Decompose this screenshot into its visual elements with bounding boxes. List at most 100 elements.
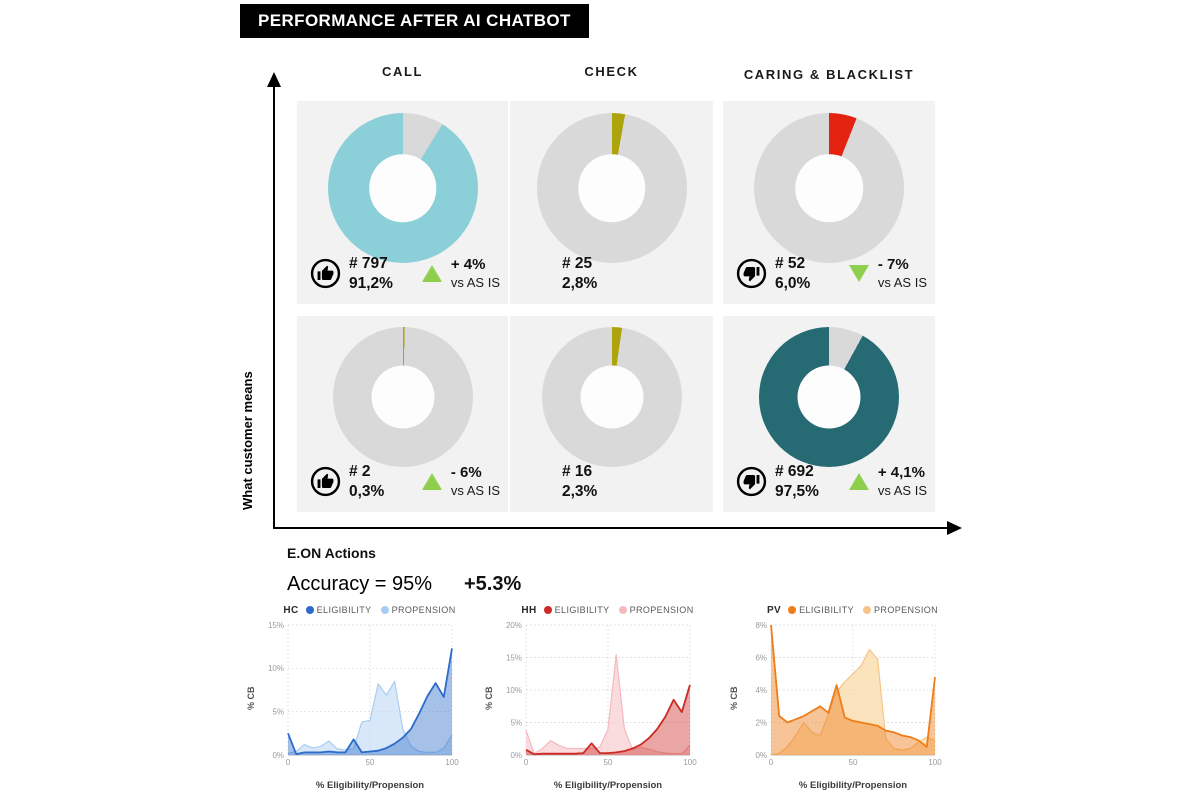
series-area-propension xyxy=(771,649,935,755)
percent-value: 2,8% xyxy=(562,274,598,292)
chart-hc: HC ELIGIBILITY PROPENSION % CB 0% 5% 10% 15% 0… xyxy=(246,603,484,796)
x-tick-label: 0 xyxy=(524,758,529,767)
y-tick-label: 0% xyxy=(755,751,767,760)
y-tick-label: 0% xyxy=(510,751,522,760)
thumb-up-icon xyxy=(310,259,341,289)
delta-block: + 4,1% vs AS IS xyxy=(848,464,927,499)
legend-item: ELIGIBILITY xyxy=(543,605,610,615)
series-area-eligibility xyxy=(771,625,935,755)
series-area-eligibility xyxy=(288,648,452,755)
percent-value: 0,3% xyxy=(349,482,385,500)
donut-hole xyxy=(368,154,437,222)
delta-value: + 4% xyxy=(450,256,486,274)
delta-caption: vs AS IS xyxy=(450,483,500,499)
series-area-propension xyxy=(526,654,690,755)
delta-caption: vs AS IS xyxy=(877,483,927,499)
y-axis-arrowhead xyxy=(267,72,281,87)
series-area-eligibility xyxy=(526,684,690,755)
thumb-up-icon xyxy=(310,467,341,497)
legend-dot-icon xyxy=(618,606,627,614)
cell-stats: # 52 6,0% - 7% vs AS IS xyxy=(736,254,927,294)
series-line-propension xyxy=(770,648,936,756)
chart-xlabel: % Eligibility/Propension xyxy=(799,780,907,791)
chart-legend: PV ELIGIBILITY PROPENSION xyxy=(747,603,967,617)
x-tick-label: 0 xyxy=(286,758,291,767)
count-value: # 692 xyxy=(775,462,814,480)
legend-dot-icon xyxy=(380,606,389,614)
y-tick-label: 20% xyxy=(506,621,522,630)
cell-stats: # 16 2,3% xyxy=(523,462,705,502)
count-value: # 25 xyxy=(562,254,593,272)
matrix-cell-call-bottom: # 2 0,3% - 6% vs AS IS xyxy=(297,316,508,512)
chart-ylabel: % CB xyxy=(484,685,494,710)
series-line-eligibility xyxy=(525,684,691,756)
x-tick-label: 50 xyxy=(366,758,375,767)
area-chart: 0% 5% 10% 15% 0 50 100 % Eligibility/Propension xyxy=(258,617,462,796)
matrix-cell-caring-top: # 52 6,0% - 7% vs AS IS xyxy=(723,101,935,304)
donut-chart xyxy=(327,113,478,263)
y-axis-label: What customer means xyxy=(240,371,255,511)
x-axis-label: E.ON Actions xyxy=(287,545,376,561)
delta-caption: vs AS IS xyxy=(450,275,500,291)
area-chart: 0% 5% 10% 15% 20% 0 50 100 % Eligibility/Propens… xyxy=(496,617,700,796)
legend-dot-icon xyxy=(788,606,797,614)
donut-chart xyxy=(536,113,687,263)
matrix-cell-caring-bottom: # 692 97,5% + 4,1% vs AS IS xyxy=(723,316,935,512)
area-chart: 0% 2% 4% 6% 8% 0 50 100 % Eligibility/Propension xyxy=(741,617,945,796)
legend-item: PROPENSION xyxy=(863,605,938,615)
donut-chart xyxy=(759,327,899,467)
count-value: # 797 xyxy=(349,254,388,272)
donut-chart xyxy=(332,327,473,467)
y-tick-label: 0% xyxy=(272,751,284,760)
accuracy-delta: +5.3% xyxy=(464,573,522,595)
y-tick-label: 15% xyxy=(506,653,522,662)
series-line-eligibility xyxy=(287,648,453,755)
y-tick-label: 5% xyxy=(510,718,522,727)
thumb-down-icon xyxy=(736,259,767,289)
x-tick-label: 100 xyxy=(445,758,459,767)
chart-pv: PV ELIGIBILITY PROPENSION % CB 0% 2% 4% 6% 8% 0… xyxy=(729,603,967,796)
series-area-propension xyxy=(288,681,452,755)
accuracy-text: Accuracy = 95% xyxy=(287,573,433,595)
donut-chart xyxy=(754,113,904,263)
delta-caption: vs AS IS xyxy=(877,275,927,291)
count-value: # 2 xyxy=(349,462,371,480)
y-tick-label: 15% xyxy=(268,621,284,630)
donut-hole xyxy=(795,154,863,222)
delta-value: + 4,1% xyxy=(877,464,925,482)
count-value: # 16 xyxy=(562,462,593,480)
y-tick-label: 10% xyxy=(506,686,522,695)
delta-block: - 6% vs AS IS xyxy=(421,464,500,499)
chart-title: HH xyxy=(521,604,537,616)
x-tick-label: 50 xyxy=(604,758,613,767)
column-header-call: CALL xyxy=(381,64,424,79)
chart-title: HC xyxy=(283,604,299,616)
matrix-cell-check-bottom: # 16 2,3% xyxy=(510,316,713,512)
cell-stats: # 692 97,5% + 4,1% vs AS IS xyxy=(736,462,927,502)
percent-value: 2,3% xyxy=(562,482,598,500)
percent-value: 91,2% xyxy=(349,274,393,292)
donut-hole xyxy=(577,154,646,222)
delta-value: - 7% xyxy=(877,256,909,274)
page-title: PERFORMANCE AFTER AI CHATBOT xyxy=(240,4,589,38)
legend-dot-icon xyxy=(543,606,552,614)
series-line-propension xyxy=(525,654,691,755)
donut-chart xyxy=(541,327,682,467)
count-value: # 52 xyxy=(775,254,806,272)
column-header-check: CHECK xyxy=(584,64,639,79)
column-header-caring-blacklist: CARING & BLACKLIST xyxy=(743,67,915,82)
x-tick-label: 100 xyxy=(683,758,697,767)
delta-block: - 7% vs AS IS xyxy=(848,256,927,291)
matrix-cell-check-top: # 25 2,8% xyxy=(510,101,713,304)
delta-triangle-icon xyxy=(848,473,869,491)
legend-item: ELIGIBILITY xyxy=(305,605,372,615)
cell-stats: # 25 2,8% xyxy=(523,254,705,294)
delta-triangle-icon xyxy=(421,473,442,491)
cell-stats: # 797 91,2% + 4% vs AS IS xyxy=(310,254,500,294)
area-chart-svg: 0% 2% 4% 6% 8% 0 50 100 % Eligibility/Propension xyxy=(755,621,942,791)
percent-value: 6,0% xyxy=(775,274,811,292)
x-tick-label: 100 xyxy=(928,758,942,767)
donut-hole xyxy=(580,365,643,429)
area-chart-svg: 0% 5% 10% 15% 20% 0 50 100 % Eligibility/Propens… xyxy=(506,621,697,791)
y-tick-label: 10% xyxy=(268,664,284,673)
